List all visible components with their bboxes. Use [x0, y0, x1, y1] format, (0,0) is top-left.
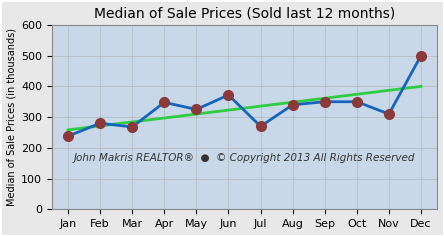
Point	[225, 93, 232, 97]
Point	[64, 134, 71, 138]
Point	[321, 100, 328, 104]
Point	[385, 112, 392, 116]
Text: John Makris REALTOR®  ●  © Copyright 2013 All Rights Reserved: John Makris REALTOR® ● © Copyright 2013 …	[74, 153, 415, 163]
Point	[193, 108, 200, 111]
Point	[353, 100, 361, 104]
Point	[257, 124, 264, 128]
Point	[129, 125, 136, 129]
Y-axis label: Median of Sale Prices (in thousands): Median of Sale Prices (in thousands)	[7, 28, 17, 206]
Point	[417, 54, 424, 58]
Point	[96, 121, 103, 125]
Point	[289, 103, 296, 107]
Title: Median of Sale Prices (Sold last 12 months): Median of Sale Prices (Sold last 12 mont…	[94, 7, 395, 21]
Point	[161, 101, 168, 104]
